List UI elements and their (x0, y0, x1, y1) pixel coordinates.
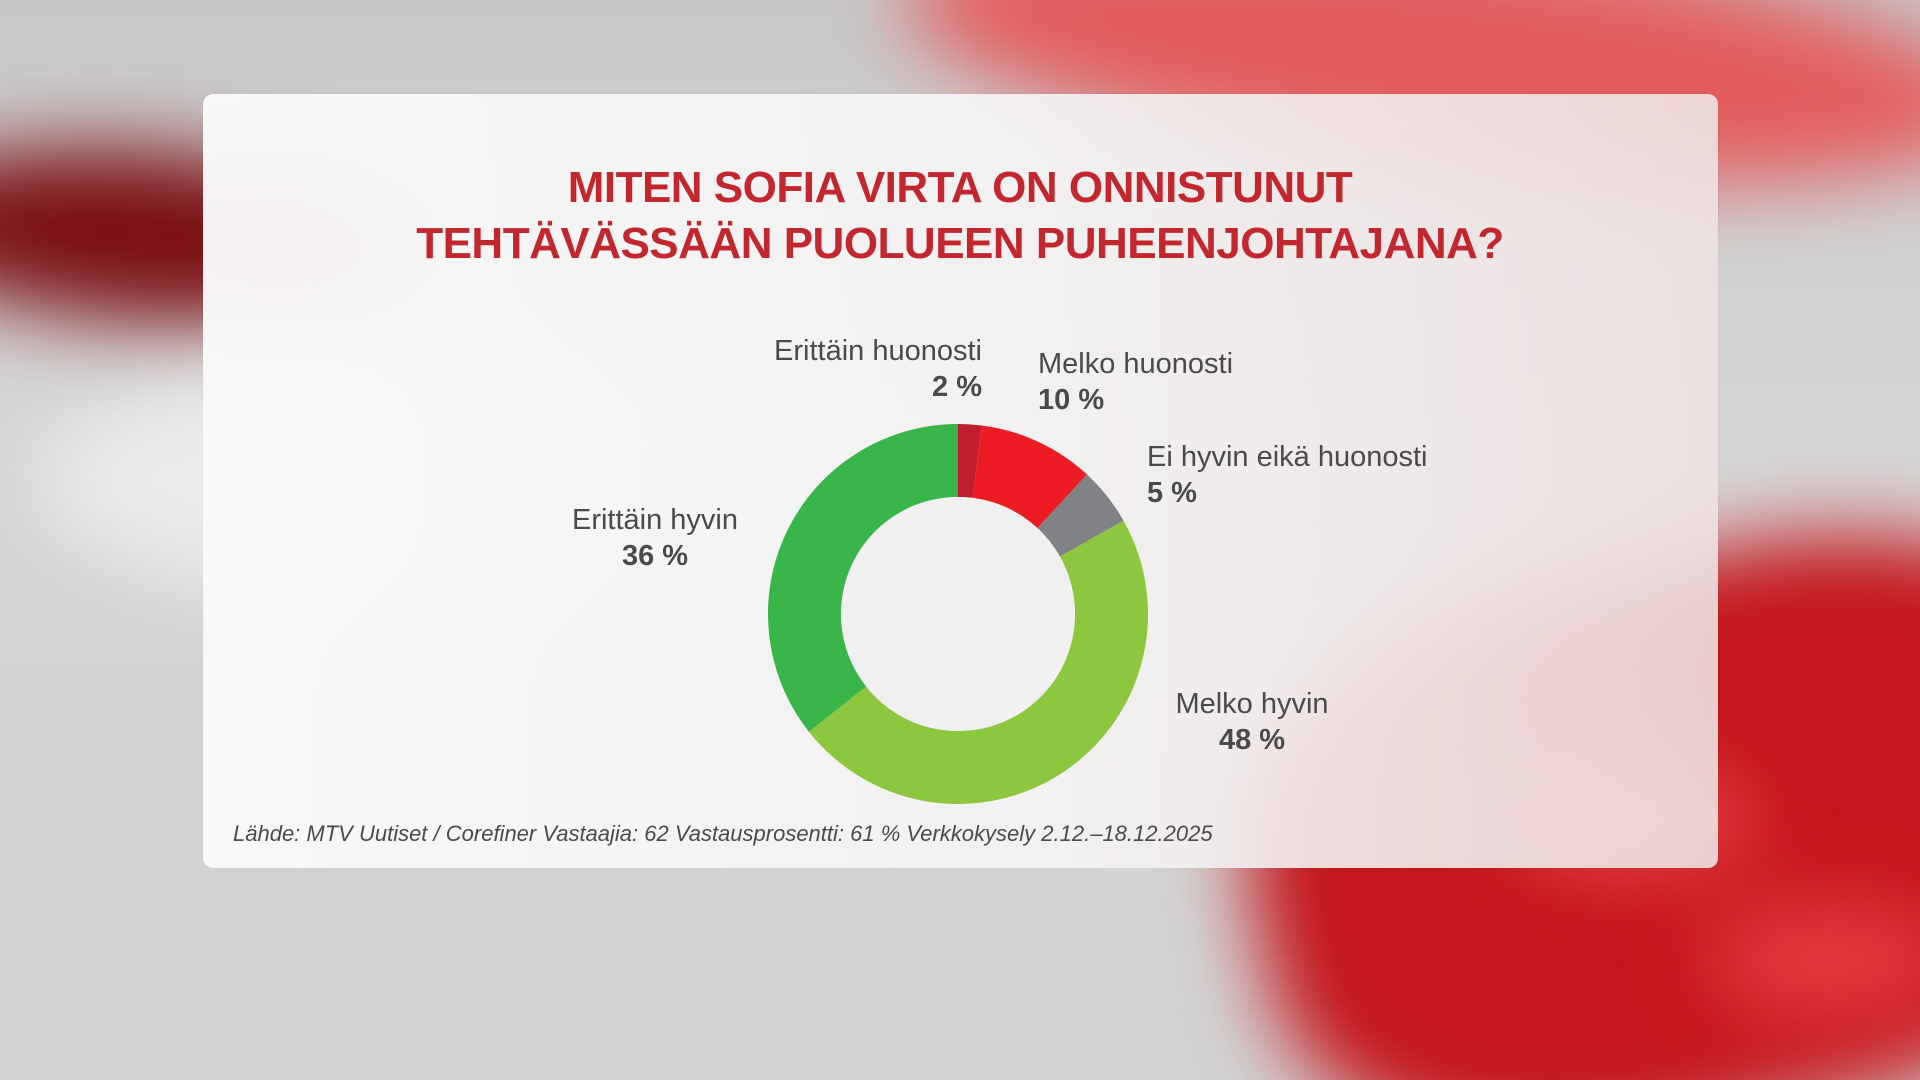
label-ei-hyvin-eika-huonosti: Ei hyvin eikä huonosti 5 % (1147, 441, 1428, 509)
segment-melko-hyvin (808, 520, 1149, 805)
segment-ei-hyvin-eika-huonosti (1037, 474, 1124, 557)
label-erittain-huonosti: Erittäin huonosti 2 % (774, 335, 982, 403)
chart-title: MITEN SOFIA VIRTA ON ONNISTUNUT TEHTÄVÄS… (0, 160, 1920, 272)
title-line-1: MITEN SOFIA VIRTA ON ONNISTUNUT (567, 163, 1353, 212)
segment-melko-huonosti (972, 425, 1088, 529)
source-note: Lähde: MTV Uutiset / Corefiner Vastaajia… (233, 821, 1213, 846)
label-melko-hyvin: Melko hyvin 48 % (1175, 688, 1329, 756)
label-erittain-hyvin: Erittäin hyvin 36 % (571, 504, 738, 572)
label-melko-huonosti: Melko huonosti 10 % (1038, 348, 1234, 416)
segment-erittain-hyvin (767, 424, 958, 732)
donut-hole (841, 497, 1075, 731)
segment-erittain-huonosti (958, 424, 982, 498)
title-line-2: TEHTÄVÄSSÄÄN PUOLUEEN PUHEENJOHTAJANA? (416, 219, 1504, 268)
